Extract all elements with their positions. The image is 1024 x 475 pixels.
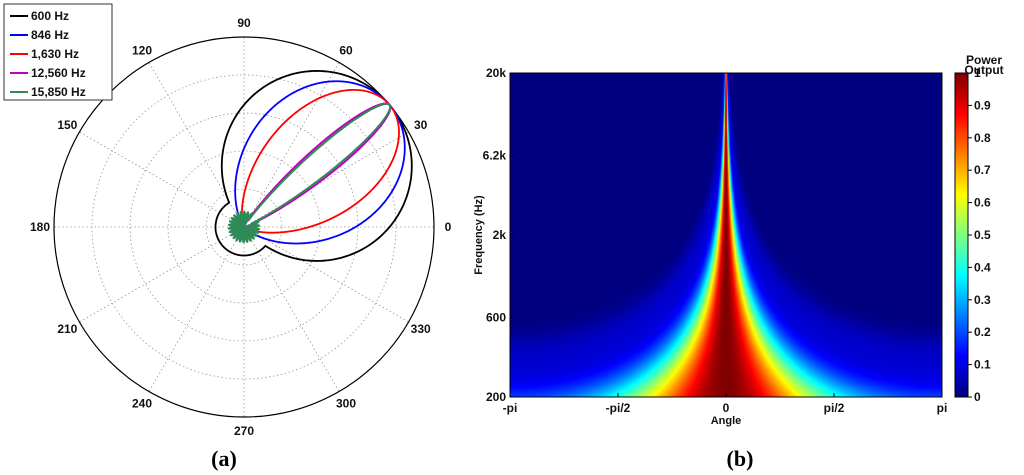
polar-grid-spoke — [243, 131, 409, 228]
heatmap-image — [510, 73, 942, 397]
colorbar-tick-label: 0.2 — [974, 325, 991, 339]
colorbar-tick-label: 0.1 — [974, 358, 991, 372]
polar-angle-ticks: 0 30 60 90 120 150 180 210 240 270 300 330 — [30, 16, 452, 438]
polar-series-line — [227, 102, 392, 244]
polar-angle-tick: 270 — [234, 424, 254, 438]
polar-angle-tick: 210 — [57, 322, 77, 336]
colorbar-title-line: Output — [964, 63, 1003, 77]
colorbar-tick-label: 0.8 — [974, 131, 991, 145]
legend-label: 1,630 Hz — [31, 47, 79, 61]
heatmap-plot: -pi -pi/2 0 pi/2 pi 20k 6.2k 2k 600 200 Angle Fre… — [473, 66, 947, 427]
x-axis-label: Angle — [711, 415, 742, 427]
polar-angle-tick: 240 — [132, 397, 152, 411]
colorbar-gradient — [955, 73, 968, 397]
polar-plot: 0 30 60 90 120 150 180 210 240 270 300 330 — [30, 16, 452, 438]
y-tick-label: 200 — [486, 390, 506, 404]
y-tick-label: 6.2k — [483, 149, 507, 163]
polar-angle-tick: 330 — [411, 322, 431, 336]
polar-grid — [53, 36, 435, 418]
polar-angle-tick: 0 — [445, 220, 452, 234]
colorbar-tick-label: 0.3 — [974, 293, 991, 307]
colorbar-tick-label: 0.5 — [974, 228, 991, 242]
polar-grid-spoke — [243, 226, 409, 323]
colorbar-tick-label: 0.6 — [974, 196, 991, 210]
y-tick-label: 2k — [493, 228, 507, 242]
colorbar-tick-label: 1 — [974, 66, 981, 80]
panel-b-label: (b) — [727, 446, 754, 471]
colorbar-tick-label: 0.9 — [974, 98, 991, 112]
colorbar: 0 0.1 0.2 0.3 0.4 0.5 0.6 0.7 0.8 0.9 1 PowerOutpu… — [954, 53, 1004, 404]
legend-box — [3, 3, 113, 101]
colorbar-tick-label: 0.7 — [974, 163, 991, 177]
polar-angle-tick: 60 — [339, 43, 353, 57]
legend-label: 12,560 Hz — [31, 66, 86, 80]
y-tick-label: 600 — [486, 311, 506, 325]
polar-series-line — [214, 70, 413, 262]
colorbar-ticks: 0 0.1 0.2 0.3 0.4 0.5 0.6 0.7 0.8 0.9 1 — [968, 66, 991, 404]
polar-series-layer — [214, 70, 413, 262]
x-tick-label: -pi/2 — [606, 401, 631, 415]
polar-angle-tick: 180 — [30, 220, 50, 234]
colorbar-tick-label: 0 — [974, 390, 981, 404]
polar-angle-tick: 150 — [57, 118, 77, 132]
y-axis-label: Frequency (Hz) — [473, 195, 485, 275]
x-tick-label: -pi — [503, 401, 518, 415]
legend-label: 846 Hz — [31, 28, 69, 42]
polar-outer-ring — [53, 36, 435, 418]
x-tick-label: pi — [937, 401, 948, 415]
legend-label: 600 Hz — [31, 9, 69, 23]
polar-grid-ring — [205, 188, 283, 266]
x-tick-label: 0 — [723, 401, 730, 415]
x-tick-label: pi/2 — [824, 401, 845, 415]
heatmap-ticks: -pi -pi/2 0 pi/2 pi 20k 6.2k 2k 600 200 — [483, 66, 948, 415]
panel-a-label: (a) — [211, 446, 237, 471]
colorbar-tick-label: 0.4 — [974, 260, 991, 274]
y-tick-label: 20k — [486, 66, 506, 80]
polar-angle-tick: 120 — [132, 43, 152, 57]
polar-angle-tick: 30 — [414, 118, 428, 132]
polar-angle-tick: 90 — [237, 16, 251, 30]
colorbar-title-line: Power — [966, 53, 1002, 67]
polar-angle-tick: 300 — [336, 397, 356, 411]
polar-grid-ring — [129, 112, 359, 342]
legend-label: 15,850 Hz — [31, 85, 86, 99]
legend: 600 Hz 846 Hz 1,630 Hz 12,560 Hz 15,850 Hz — [3, 3, 113, 101]
